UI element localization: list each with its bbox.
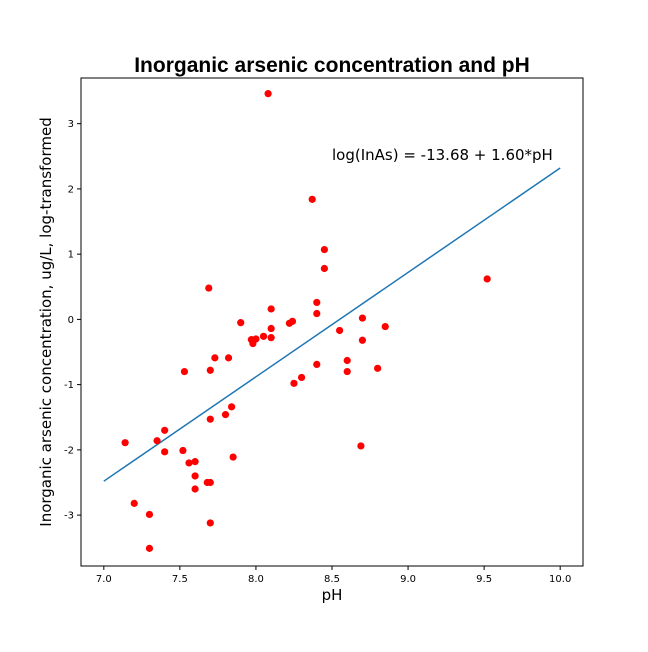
y-tick-label: 2	[68, 184, 74, 195]
data-point	[185, 459, 193, 467]
regression-line-group	[103, 167, 561, 482]
data-point	[320, 264, 328, 273]
data-point	[153, 437, 161, 445]
x-axis-label: pH	[322, 586, 343, 604]
x-tick-label: 7.0	[96, 574, 112, 585]
regression-line	[103, 167, 561, 482]
x-axis: 7.0 7.5 8.0 8.5 9.0 9.5 10.0	[96, 566, 571, 585]
y-tick-label: 0	[68, 315, 74, 326]
data-point	[297, 373, 306, 382]
data-point	[357, 442, 365, 450]
data-point	[483, 275, 491, 283]
data-point	[228, 403, 236, 411]
data-point	[267, 324, 275, 333]
data-point	[224, 354, 233, 362]
regression-equation-annotation: log(InAs) = -13.68 + 1.60*pH	[332, 146, 553, 164]
x-tick-label: 8.5	[324, 574, 340, 585]
x-tick-label: 9.5	[476, 574, 492, 585]
y-tick-label: -1	[64, 380, 74, 391]
data-point	[161, 448, 169, 456]
x-tick-label: 8.0	[248, 574, 264, 585]
data-points	[121, 90, 491, 552]
data-point	[320, 245, 328, 254]
data-point	[374, 364, 382, 372]
data-point	[313, 298, 321, 307]
data-point	[358, 314, 367, 322]
data-point	[191, 472, 199, 480]
y-tick-label: -2	[64, 445, 74, 456]
x-tick-label: 10.0	[549, 574, 571, 585]
data-point	[336, 326, 344, 335]
data-point	[267, 334, 275, 342]
x-tick-label: 9.0	[400, 574, 416, 585]
data-point	[191, 485, 199, 493]
data-point	[145, 510, 154, 519]
chart-title: Inorganic arsenic concentration and pH	[134, 54, 530, 77]
plot-area: 7.0 7.5 8.0 8.5 9.0 9.5 10.0 -3 -2 -1 0 1 2 3 log(In…	[64, 77, 584, 585]
y-axis: -3 -2 -1 0 1 2 3	[64, 119, 81, 522]
data-point	[267, 305, 275, 313]
data-point	[313, 309, 321, 318]
y-tick-label: 3	[68, 119, 74, 130]
data-point	[259, 332, 268, 340]
data-point	[381, 322, 389, 331]
data-point	[130, 499, 138, 507]
data-point	[290, 379, 298, 387]
data-point	[180, 367, 189, 376]
data-point	[229, 453, 237, 461]
data-point	[206, 478, 214, 487]
data-point	[237, 319, 245, 327]
data-point	[288, 317, 297, 325]
y-axis-label: Inorganic arsenic concentration, ug/L, l…	[37, 117, 55, 526]
data-point	[145, 544, 154, 552]
data-point	[211, 354, 219, 362]
data-point	[161, 426, 169, 434]
x-tick-label: 7.5	[172, 574, 188, 585]
data-point	[343, 356, 351, 365]
y-tick-label: -3	[64, 511, 74, 522]
data-point	[313, 360, 321, 369]
data-point	[343, 367, 351, 376]
data-point	[252, 335, 260, 343]
data-point	[205, 284, 213, 292]
data-point	[358, 336, 367, 344]
data-point	[121, 439, 129, 447]
data-point	[206, 519, 214, 527]
data-point	[179, 446, 187, 455]
data-point	[191, 458, 199, 466]
data-point	[221, 411, 230, 419]
data-point	[264, 90, 272, 98]
y-tick-label: 1	[68, 250, 74, 261]
data-point	[308, 195, 316, 203]
data-point	[206, 366, 214, 374]
data-point	[206, 415, 214, 423]
